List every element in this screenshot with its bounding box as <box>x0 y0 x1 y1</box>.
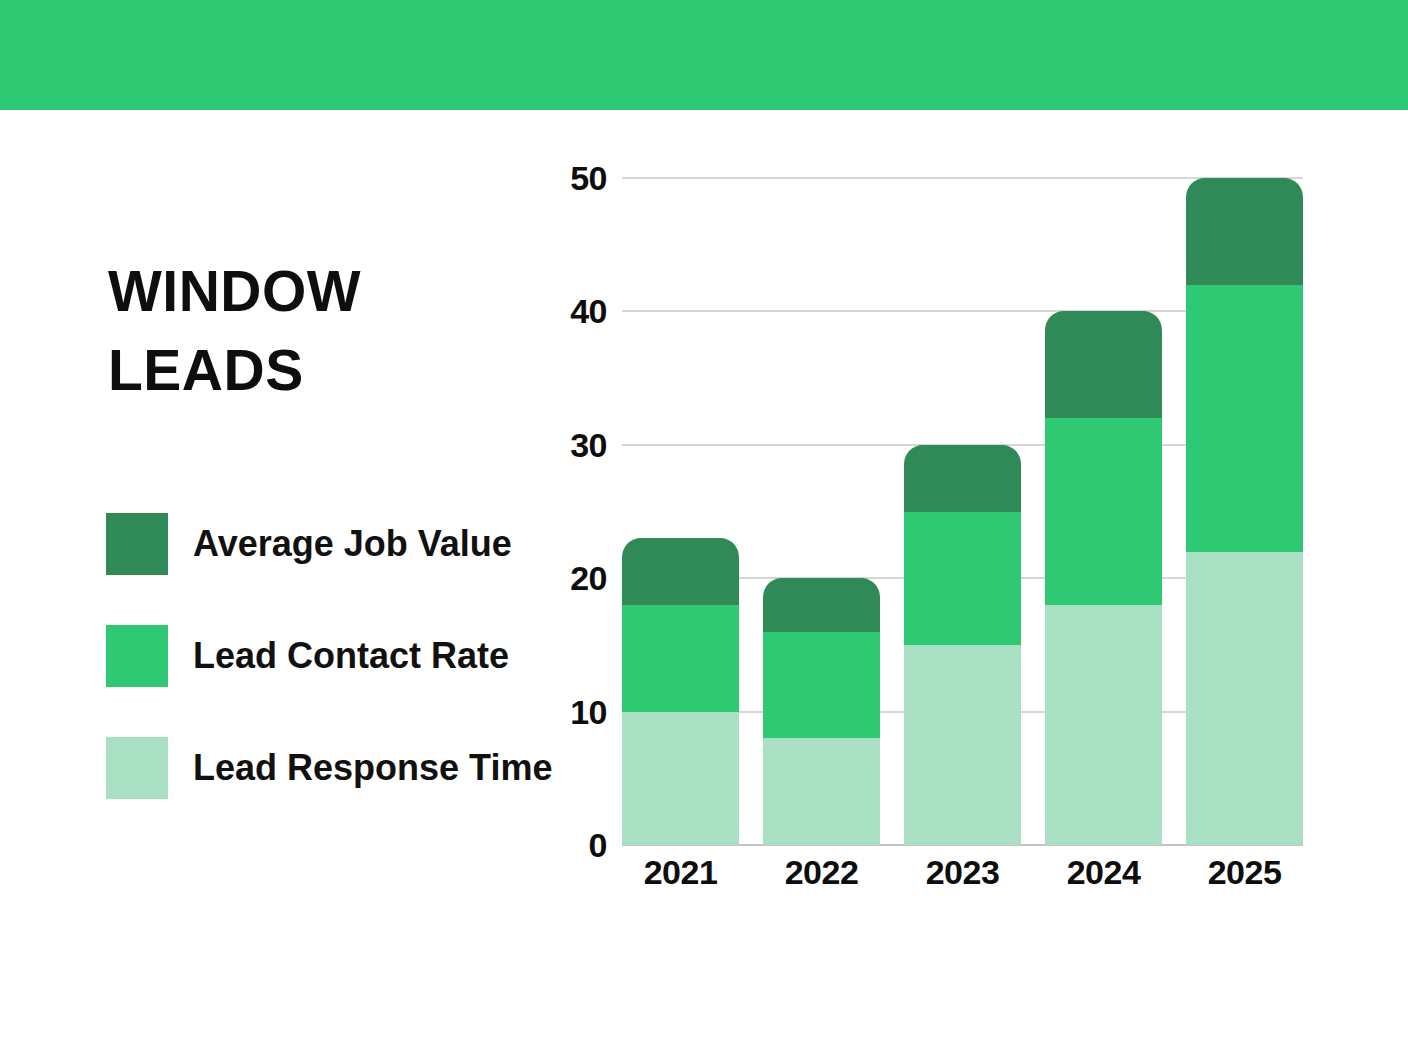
bar-segment-2024-lead-response-time <box>1045 605 1162 845</box>
y-axis-tick-labels: 01020304050 <box>487 178 607 845</box>
legend-label: Lead Contact Rate <box>193 635 509 677</box>
bar-segment-2022-lead-contact-rate <box>763 632 880 739</box>
bar-segment-2022-lead-response-time <box>763 738 880 845</box>
bar-segment-2021-average-job-value <box>622 538 739 605</box>
page-title-line2: LEADS <box>108 331 361 410</box>
x-tick-label-2025: 2025 <box>1208 853 1282 892</box>
stacked-bar-2022 <box>763 578 880 845</box>
stacked-bar-2025 <box>1186 178 1303 845</box>
medium-green-swatch-icon <box>106 625 168 687</box>
y-tick-label-10: 10 <box>487 692 607 732</box>
stacked-bar-2023 <box>904 445 1021 845</box>
legend-item-average-job-value: Average Job Value <box>106 513 552 575</box>
page-title-line1: WINDOW <box>108 252 361 331</box>
header-accent-bar <box>0 0 1408 110</box>
y-tick-label-40: 40 <box>487 291 607 331</box>
bar-segment-2024-lead-contact-rate <box>1045 418 1162 605</box>
bar-chart-plot-area <box>622 178 1303 845</box>
x-tick-label-2023: 2023 <box>926 853 1000 892</box>
light-green-swatch-icon <box>106 737 168 799</box>
bar-segment-2023-lead-response-time <box>904 645 1021 845</box>
chart-legend: Average Job Value Lead Contact Rate Lead… <box>106 513 552 849</box>
bar-segment-2024-average-job-value <box>1045 311 1162 418</box>
bar-segment-2022-average-job-value <box>763 578 880 631</box>
bar-segment-2025-average-job-value <box>1186 178 1303 285</box>
y-tick-label-30: 30 <box>487 425 607 465</box>
bar-segment-2023-average-job-value <box>904 445 1021 512</box>
x-axis-tick-labels: 2021 2022 2023 2024 2025 <box>622 853 1303 895</box>
infographic-canvas: WINDOW LEADS Average Job Value Lead Cont… <box>0 0 1408 1056</box>
page-title: WINDOW LEADS <box>108 252 361 409</box>
bar-group <box>622 178 1303 845</box>
y-tick-label-20: 20 <box>487 558 607 598</box>
legend-item-lead-response-time: Lead Response Time <box>106 737 552 799</box>
stacked-bar-2021 <box>622 538 739 845</box>
stacked-bar-2024 <box>1045 311 1162 845</box>
bar-segment-2025-lead-contact-rate <box>1186 285 1303 552</box>
x-tick-label-2021: 2021 <box>644 853 718 892</box>
legend-item-lead-contact-rate: Lead Contact Rate <box>106 625 552 687</box>
bar-segment-2025-lead-response-time <box>1186 552 1303 845</box>
bar-segment-2021-lead-response-time <box>622 712 739 845</box>
x-tick-label-2024: 2024 <box>1067 853 1141 892</box>
x-tick-label-2022: 2022 <box>785 853 859 892</box>
bar-segment-2023-lead-contact-rate <box>904 512 1021 645</box>
y-tick-label-50: 50 <box>487 158 607 198</box>
bar-segment-2021-lead-contact-rate <box>622 605 739 712</box>
legend-label: Average Job Value <box>193 523 512 565</box>
dark-green-swatch-icon <box>106 513 168 575</box>
y-tick-label-0: 0 <box>487 825 607 865</box>
